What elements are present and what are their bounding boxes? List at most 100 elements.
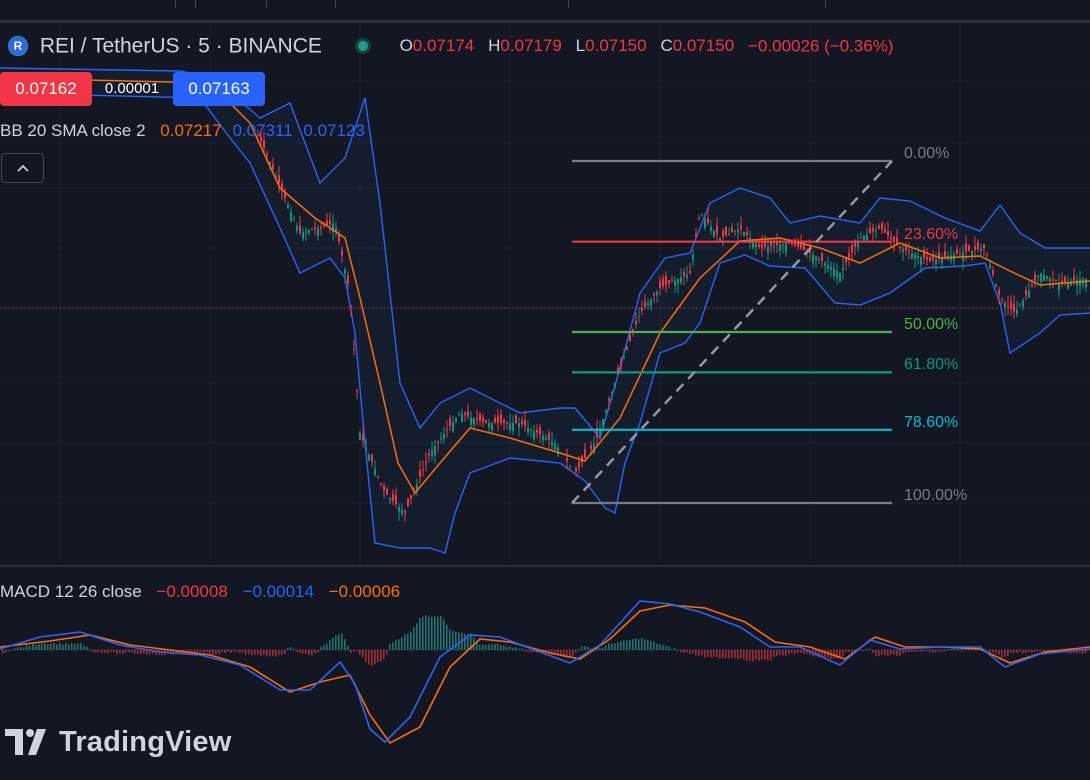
candle-body (1085, 278, 1087, 288)
macd-hist-bar (311, 650, 313, 656)
macd-hist-bar (275, 650, 277, 657)
candle-body (842, 267, 844, 271)
toolbar-divider (175, 0, 176, 8)
macd-hist-bar (1073, 650, 1075, 654)
macd-hist-bar (743, 650, 745, 660)
macd-hist-bar (458, 632, 460, 650)
candle-body (935, 259, 937, 265)
candle-body (557, 447, 559, 455)
macd-hist-bar (938, 650, 940, 652)
price-chart[interactable] (0, 23, 1090, 565)
candle-body (929, 257, 931, 261)
macd-hist-bar (332, 637, 334, 650)
candle-body (770, 240, 772, 247)
candle-body (923, 249, 925, 259)
candle-body (1016, 309, 1018, 314)
candle-body (701, 215, 703, 217)
candle-body (884, 228, 886, 233)
macd-hist-bar (110, 650, 112, 652)
macd-hist-bar (512, 647, 514, 650)
candle-body (896, 237, 898, 245)
candle-body (974, 246, 976, 250)
macd-hist-bar (344, 639, 346, 650)
candle-body (428, 453, 430, 456)
tradingview-logo[interactable]: TradingView (5, 722, 232, 762)
macd-hist-bar (614, 643, 616, 650)
sell-button[interactable]: 0.07162 (0, 72, 92, 106)
macd-hist-bar (71, 642, 73, 650)
candle-body (440, 438, 442, 440)
macd-hist-bar (872, 650, 874, 653)
candle-body (911, 253, 913, 259)
macd-hist-bar (821, 650, 823, 657)
macd-hist-bar (1085, 650, 1087, 653)
macd-hist-bar (752, 650, 754, 662)
macd-hist-bar (641, 637, 643, 650)
macd-legend[interactable]: MACD 12 26 close −0.00008 −0.00014 −0.00… (0, 582, 400, 602)
candle-body (710, 226, 712, 231)
ohlc-key: H (488, 36, 501, 56)
candle-body (323, 225, 325, 227)
candle-body (338, 233, 340, 242)
macd-hist-bar (422, 616, 424, 650)
macd-hist-bar (893, 650, 895, 655)
macd-hist-bar (302, 650, 304, 654)
buy-button[interactable]: 0.07163 (173, 72, 265, 106)
macd-hist-bar (350, 650, 352, 653)
macd-hist-bar (269, 650, 271, 657)
macd-hist-bar (122, 650, 124, 655)
candle-body (602, 419, 604, 427)
macd-hist-bar (704, 650, 706, 658)
macd-hist-bar (104, 650, 106, 653)
macd-hist-bar (248, 650, 250, 655)
macd-hist-bar (560, 650, 562, 656)
macd-hist-bar (1028, 650, 1030, 653)
candle-body (818, 259, 820, 260)
candle-body (836, 271, 838, 278)
candle-body (680, 277, 682, 283)
candle-body (914, 254, 916, 259)
macd-hist-bar (530, 650, 532, 653)
candle-body (269, 161, 271, 165)
candle-body (356, 390, 358, 392)
macd-hist-bar (20, 646, 22, 650)
symbol-name[interactable]: REI / TetherUS · 5 · BINANCE (39, 34, 322, 58)
candle-body (308, 230, 310, 234)
macd-hist-bar (191, 650, 193, 654)
candle-body (311, 228, 313, 230)
macd-hist-value: −0.00006 (328, 582, 401, 601)
macd-pane[interactable] (0, 567, 1090, 780)
macd-hist-bar (443, 619, 445, 650)
macd-hist-bar (296, 650, 298, 652)
macd-hist-bar (428, 616, 430, 650)
ohlc-value: 0.07179 (500, 36, 562, 56)
macd-hist-bar (1016, 650, 1018, 653)
candle-body (548, 433, 550, 440)
candle-body (521, 420, 523, 425)
candle-body (539, 427, 541, 435)
macd-hist-bar (341, 633, 343, 650)
bb-legend[interactable]: BB 20 SMA close 2 0.07217 0.07311 0.0712… (0, 121, 365, 141)
candle-body (554, 443, 556, 450)
collapse-legend-button[interactable] (1, 153, 44, 183)
macd-hist-bar (956, 648, 958, 650)
candle-body (941, 257, 943, 264)
macd-hist-bar (1013, 650, 1015, 654)
candle-body (431, 450, 433, 456)
macd-hist-bar (137, 650, 139, 654)
macd-hist-bar (50, 643, 52, 650)
candle-body (869, 227, 871, 233)
candle-body (284, 191, 286, 198)
candle-body (734, 230, 736, 232)
macd-hist-bar (152, 650, 154, 654)
macd-hist-bar (638, 639, 640, 650)
candle-body (272, 164, 274, 170)
candle-body (506, 422, 508, 424)
candle-body (380, 483, 382, 485)
market-status-icon[interactable] (357, 41, 368, 52)
macd-hist-bar (284, 650, 286, 654)
candle-body (983, 244, 985, 249)
macd-hist-bar (740, 650, 742, 659)
pane-separator[interactable] (0, 565, 1090, 567)
macd-hist-bar (5, 650, 7, 653)
